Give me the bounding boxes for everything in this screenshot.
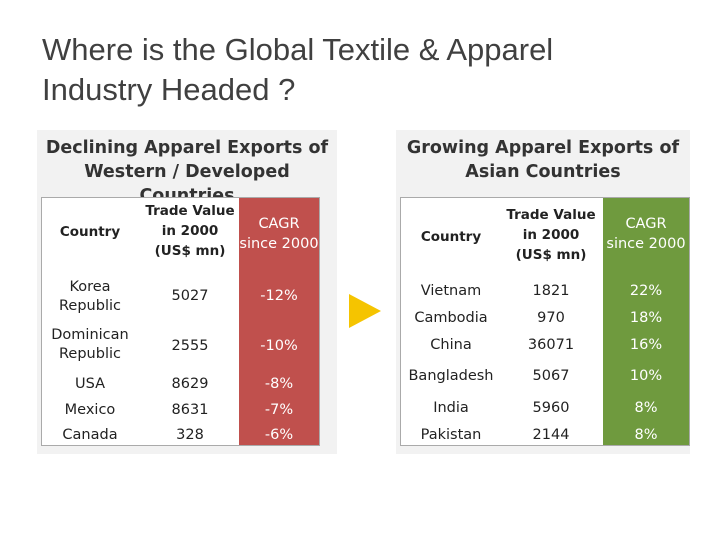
cagr-header-line-2: since 2000 (239, 236, 319, 252)
country-cell: Dominican (51, 327, 129, 343)
slide-title-line-1: Where is the Global Textile & Apparel (42, 32, 554, 67)
cagr-cell: -10% (260, 338, 298, 354)
trade-value-cell: 8629 (171, 376, 209, 392)
trade-value-cell: 2555 (171, 338, 209, 354)
declining-exports-table: Country Korea Republic Dominican Republi… (41, 197, 320, 446)
country-cell: Mexico (64, 402, 116, 418)
cagr-cell: 8% (634, 427, 658, 443)
cagr-cell: 8% (634, 400, 658, 416)
trade-value-cell: 8631 (171, 402, 209, 418)
trade-value-cell: 36071 (527, 337, 575, 353)
panel-title-line-1: Declining Apparel Exports of (45, 138, 329, 158)
trade-value-cell: 5960 (532, 400, 570, 416)
trade-value-header-line-3: (US$ mn) (515, 247, 587, 263)
cagr-cell: 16% (629, 337, 663, 353)
growing-exports-panel: Growing Apparel Exports of Asian Countri… (396, 130, 690, 454)
cagr-header-line-2: since 2000 (606, 236, 686, 252)
country-cell: Vietnam (420, 283, 482, 299)
slide-title-line-2: Industry Headed ? (42, 72, 296, 107)
country-cell: China (430, 337, 472, 353)
cagr-cell: 22% (629, 283, 663, 299)
country-cell: USA (74, 376, 105, 392)
cagr-cell: 18% (629, 310, 663, 326)
trade-value-header-line-2: in 2000 (522, 227, 580, 243)
cagr-cell: -6% (264, 427, 294, 443)
trade-value-header-line-1: Trade Value (506, 207, 596, 223)
country-cell: Cambodia (414, 310, 488, 326)
country-header: Country (59, 224, 121, 240)
cagr-column: CAGR since 2000 -12% -10% -8% -7% -6% (239, 198, 319, 445)
triangle-right-icon (349, 294, 381, 328)
country-cell: India (433, 400, 469, 416)
country-cell: Bangladesh (408, 368, 494, 384)
cagr-cell: -7% (264, 402, 294, 418)
cagr-column: CAGR since 2000 22% 18% 16% 10% 8% 8% (603, 198, 689, 445)
trade-value-header-line-1: Trade Value (145, 203, 235, 219)
growing-exports-title: Growing Apparel Exports of Asian Countri… (396, 136, 690, 184)
trade-value-cell: 5067 (532, 368, 570, 384)
cagr-cell: 10% (629, 368, 663, 384)
growing-exports-table: Country Vietnam Cambodia China Banglades… (400, 197, 690, 446)
cagr-header-line-1: CAGR (258, 216, 300, 232)
panel-title-line-1: Growing Apparel Exports of (406, 138, 680, 158)
country-cell: Pakistan (420, 427, 482, 443)
country-cell: Republic (59, 346, 121, 362)
declining-exports-panel: Declining Apparel Exports of Western / D… (37, 130, 337, 454)
trade-value-cell: 2144 (532, 427, 570, 443)
country-cell: Canada (62, 427, 118, 443)
trade-value-header-line-3: (US$ mn) (154, 243, 226, 259)
country-cell: Republic (59, 298, 121, 314)
country-column: Country Vietnam Cambodia China Banglades… (401, 198, 501, 445)
cagr-cell: -12% (260, 288, 298, 304)
trade-value-cell: 970 (537, 310, 565, 326)
country-cell: Korea (69, 279, 111, 295)
panel-title-line-2: Asian Countries (465, 162, 621, 182)
country-column: Country Korea Republic Dominican Republi… (42, 198, 138, 445)
trade-value-header-line-2: in 2000 (161, 223, 219, 239)
trade-value-column: Trade Value in 2000 (US$ mn) 1821 970 36… (501, 198, 601, 445)
trade-value-cell: 5027 (171, 288, 209, 304)
slide-title: Where is the Global Textile & Apparel In… (42, 30, 702, 110)
country-header: Country (420, 229, 482, 245)
trade-value-column: Trade Value in 2000 (US$ mn) 5027 2555 8… (138, 198, 242, 445)
cagr-header-line-1: CAGR (625, 216, 667, 232)
trade-value-cell: 328 (176, 427, 204, 443)
cagr-cell: -8% (264, 376, 294, 392)
trade-value-cell: 1821 (532, 283, 570, 299)
